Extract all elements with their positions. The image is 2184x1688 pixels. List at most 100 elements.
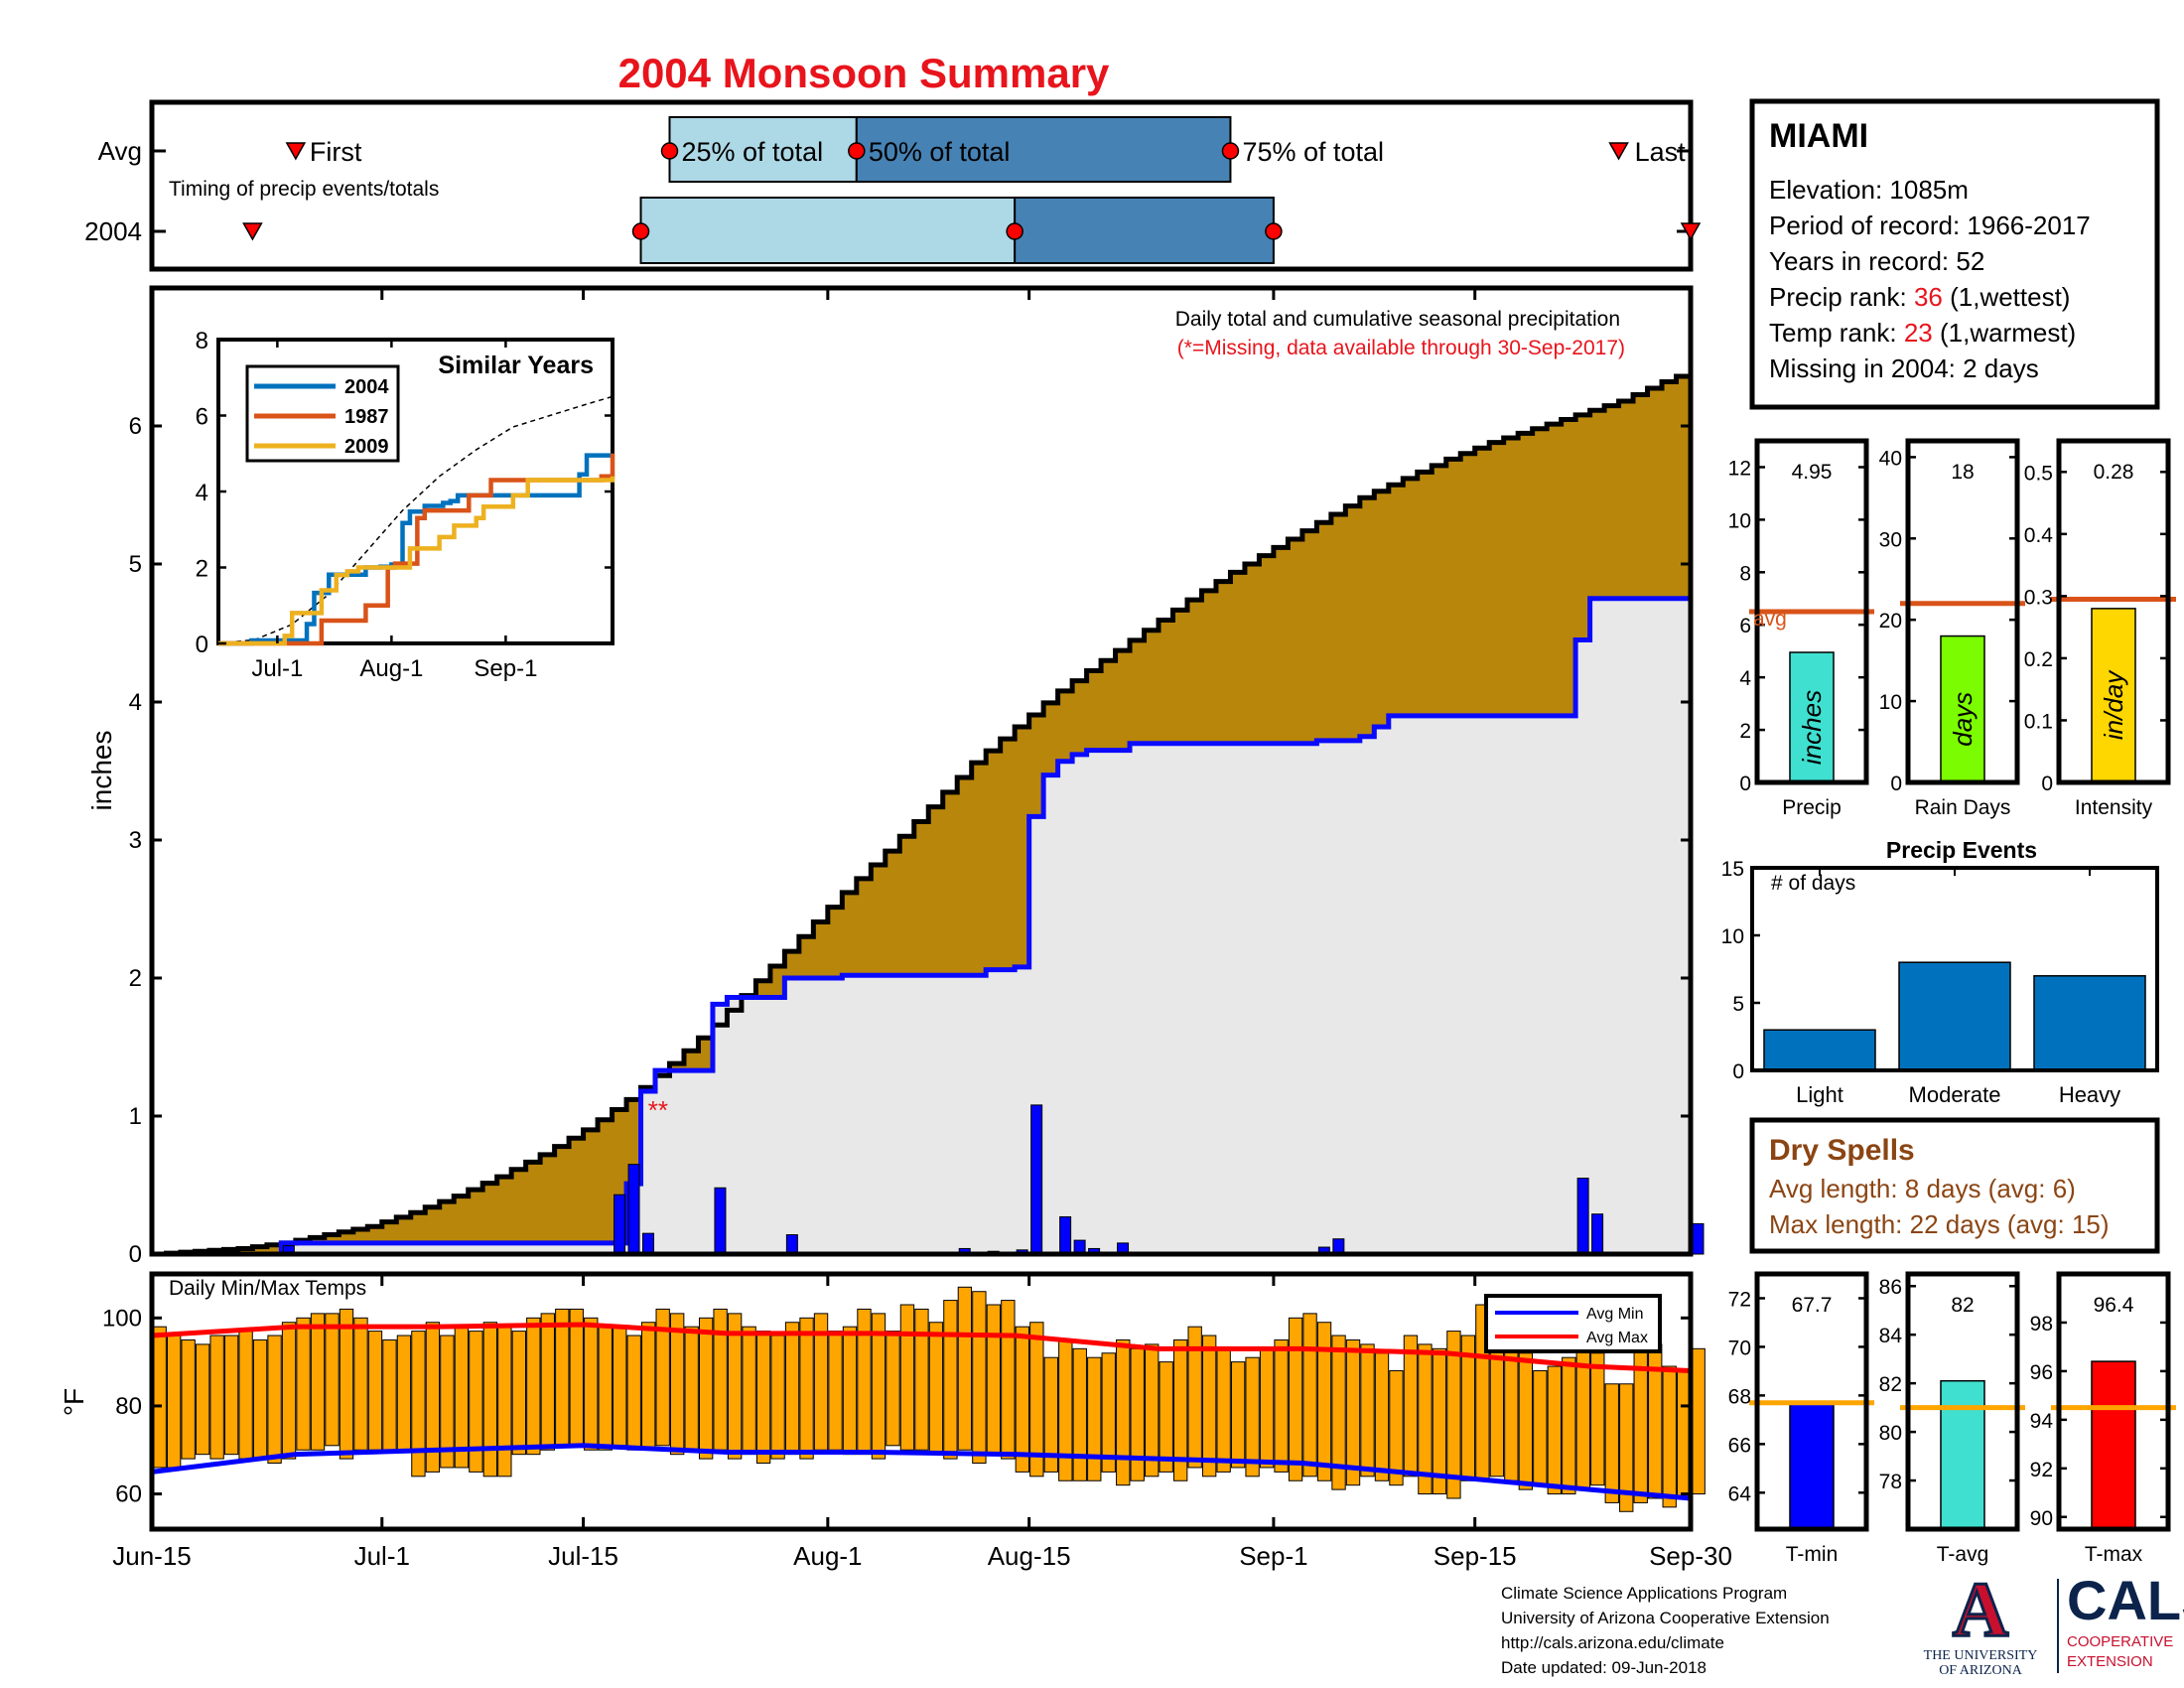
x-tick-label: Sep-30 <box>1649 1541 1732 1571</box>
coop-line-2: EXTENSION <box>2067 1653 2153 1670</box>
timing-year-first-marker <box>242 222 263 241</box>
temp-range-bar <box>267 1335 282 1465</box>
events-bar-light <box>1763 1029 1876 1071</box>
temp-range-bar <box>281 1322 297 1460</box>
main-y-tick-label: 3 <box>129 827 142 854</box>
stat-unit-label: inches <box>1797 690 1827 765</box>
temp-range-bar <box>1159 1361 1173 1473</box>
events-y-label: # of days <box>1771 872 1855 895</box>
temp-range-bar <box>1173 1338 1188 1481</box>
stat-value-label: 4.95 <box>1792 461 1833 484</box>
temp-range-bar <box>339 1308 354 1460</box>
temp-range-bar <box>1072 1347 1087 1481</box>
temp-range-bar <box>799 1317 814 1460</box>
temp-range-bar <box>1187 1326 1202 1469</box>
stat-y-tick-label: 90 <box>2030 1507 2053 1530</box>
temp-range-bar <box>511 1331 527 1456</box>
main-y-tick-label: 2 <box>129 965 142 992</box>
temp-range-bar <box>770 1335 785 1460</box>
footer-line-4: Date updated: 09-Jun-2018 <box>1501 1658 1706 1677</box>
station-temp-rank: Temp rank: 23 (1,warmest) <box>1769 318 2076 348</box>
inset-y-tick-label: 6 <box>196 404 208 431</box>
stat-y-tick-label: 94 <box>2030 1410 2054 1433</box>
stat-y-tick-label: 64 <box>1728 1482 1752 1505</box>
inset-title: Similar Years <box>438 352 594 379</box>
station-years: Years in record: 52 <box>1769 246 1984 276</box>
temp-range-bar <box>540 1313 555 1451</box>
main-y-tick-label: 4 <box>129 689 142 716</box>
stat-bar-t-max <box>2091 1360 2136 1530</box>
events-category-label: Moderate <box>1909 1082 2001 1107</box>
temps-plot-frame <box>149 1271 1694 1532</box>
stat-y-tick-label: 0 <box>1890 773 1902 795</box>
events-category-label: Heavy <box>2059 1082 2120 1107</box>
inset-y-tick-label: 0 <box>196 632 208 658</box>
temp-range-bar <box>742 1326 756 1456</box>
temp-range-bar <box>842 1326 858 1456</box>
temps-y-tick-label: 100 <box>102 1305 142 1332</box>
inset-y-tick-label: 2 <box>196 556 208 583</box>
temp-range-bar <box>1533 1369 1548 1486</box>
timing-year-last-marker <box>1680 222 1702 241</box>
avg-cumulative-line <box>152 370 1694 1257</box>
stat-y-tick-label: 40 <box>1879 447 1902 470</box>
daily-precip-bar <box>785 1234 798 1255</box>
temp-range-bar <box>1389 1369 1404 1486</box>
temp-range-bar <box>1575 1347 1590 1490</box>
temp-range-bar <box>899 1304 915 1451</box>
temp-range-bar <box>914 1308 929 1451</box>
temp-range-bar <box>396 1335 412 1451</box>
temp-range-bar <box>886 1331 900 1447</box>
stat-y-tick-label: 2 <box>1739 720 1751 743</box>
avg-max-line <box>151 1322 1692 1373</box>
temp-range-bar <box>181 1338 196 1460</box>
temp-range-bar <box>1446 1331 1461 1499</box>
ua-logo-line-1: THE UNIVERSITY <box>1923 1648 2038 1663</box>
precip-events-chart: Light Moderate Heavy 0 5 10 15 Precip Events # o… <box>1721 837 2159 1107</box>
events-y-tick-label: 15 <box>1721 858 1744 881</box>
temp-range-bar <box>252 1338 268 1460</box>
x-tick-label: Jul-1 <box>354 1541 410 1571</box>
temp-range-bar <box>1302 1313 1317 1477</box>
stat-y-tick-label: 20 <box>1879 610 1902 633</box>
logo-divider <box>2057 1579 2059 1673</box>
station-name: MIAMI <box>1769 117 1868 155</box>
temp-range-bar <box>1360 1343 1375 1477</box>
temps-title: Daily Min/Max Temps <box>169 1277 366 1300</box>
inset-x-tick-label: Sep-1 <box>474 655 537 682</box>
temp-range-bar <box>943 1300 958 1460</box>
daily-temps-chart: 60 80 100 Jun-15 Jul-1 Jul-15 Aug-1 Aug-15 Sep-1… <box>59 1271 1732 1571</box>
stat-y-tick-label: 78 <box>1879 1471 1902 1493</box>
temp-range-bar <box>1245 1356 1260 1477</box>
main-y-axis-label: inches <box>86 731 117 811</box>
daily-precip-bar <box>1692 1222 1705 1255</box>
timing-avg-box-50-75 <box>855 116 1232 183</box>
inset-series-2009-line <box>218 476 615 646</box>
stat-y-tick-label: 72 <box>1728 1288 1751 1311</box>
daily-precip-bar <box>1059 1215 1072 1255</box>
events-title: Precip Events <box>1886 837 2037 863</box>
stat-y-tick-label: 0.1 <box>2024 710 2053 733</box>
stat-y-tick-label: 8 <box>1739 562 1751 585</box>
stat-y-tick-label: 0 <box>2041 773 2053 795</box>
timing-year-box-50-75 <box>1014 197 1275 264</box>
temp-range-bar <box>1518 1352 1534 1490</box>
temp-range-bar <box>1345 1338 1361 1486</box>
temp-range-bar <box>469 1331 483 1473</box>
stat-panel-label: Intensity <box>2075 796 2153 819</box>
timing-avg-first-marker <box>285 142 307 161</box>
temp-range-bar <box>1432 1347 1447 1495</box>
temp-range-bar <box>166 1335 182 1469</box>
inset-legend-label-2009: 2009 <box>344 436 389 458</box>
stat-panel-frame <box>1754 1271 1869 1532</box>
timing-avg-dot-25 <box>660 142 679 160</box>
temp-range-bar <box>569 1308 584 1447</box>
temp-range-bar <box>828 1331 843 1451</box>
timing-row-label-year: 2004 <box>84 216 142 246</box>
temp-range-bar <box>152 1326 167 1469</box>
temp-range-bar <box>698 1317 714 1460</box>
coop-line-1: COOPERATIVE <box>2067 1633 2174 1650</box>
temp-range-bar <box>1015 1326 1030 1473</box>
stat-panel-label: Rain Days <box>1915 796 2011 819</box>
footer-line-2: University of Arizona Cooperative Extens… <box>1501 1609 1830 1627</box>
